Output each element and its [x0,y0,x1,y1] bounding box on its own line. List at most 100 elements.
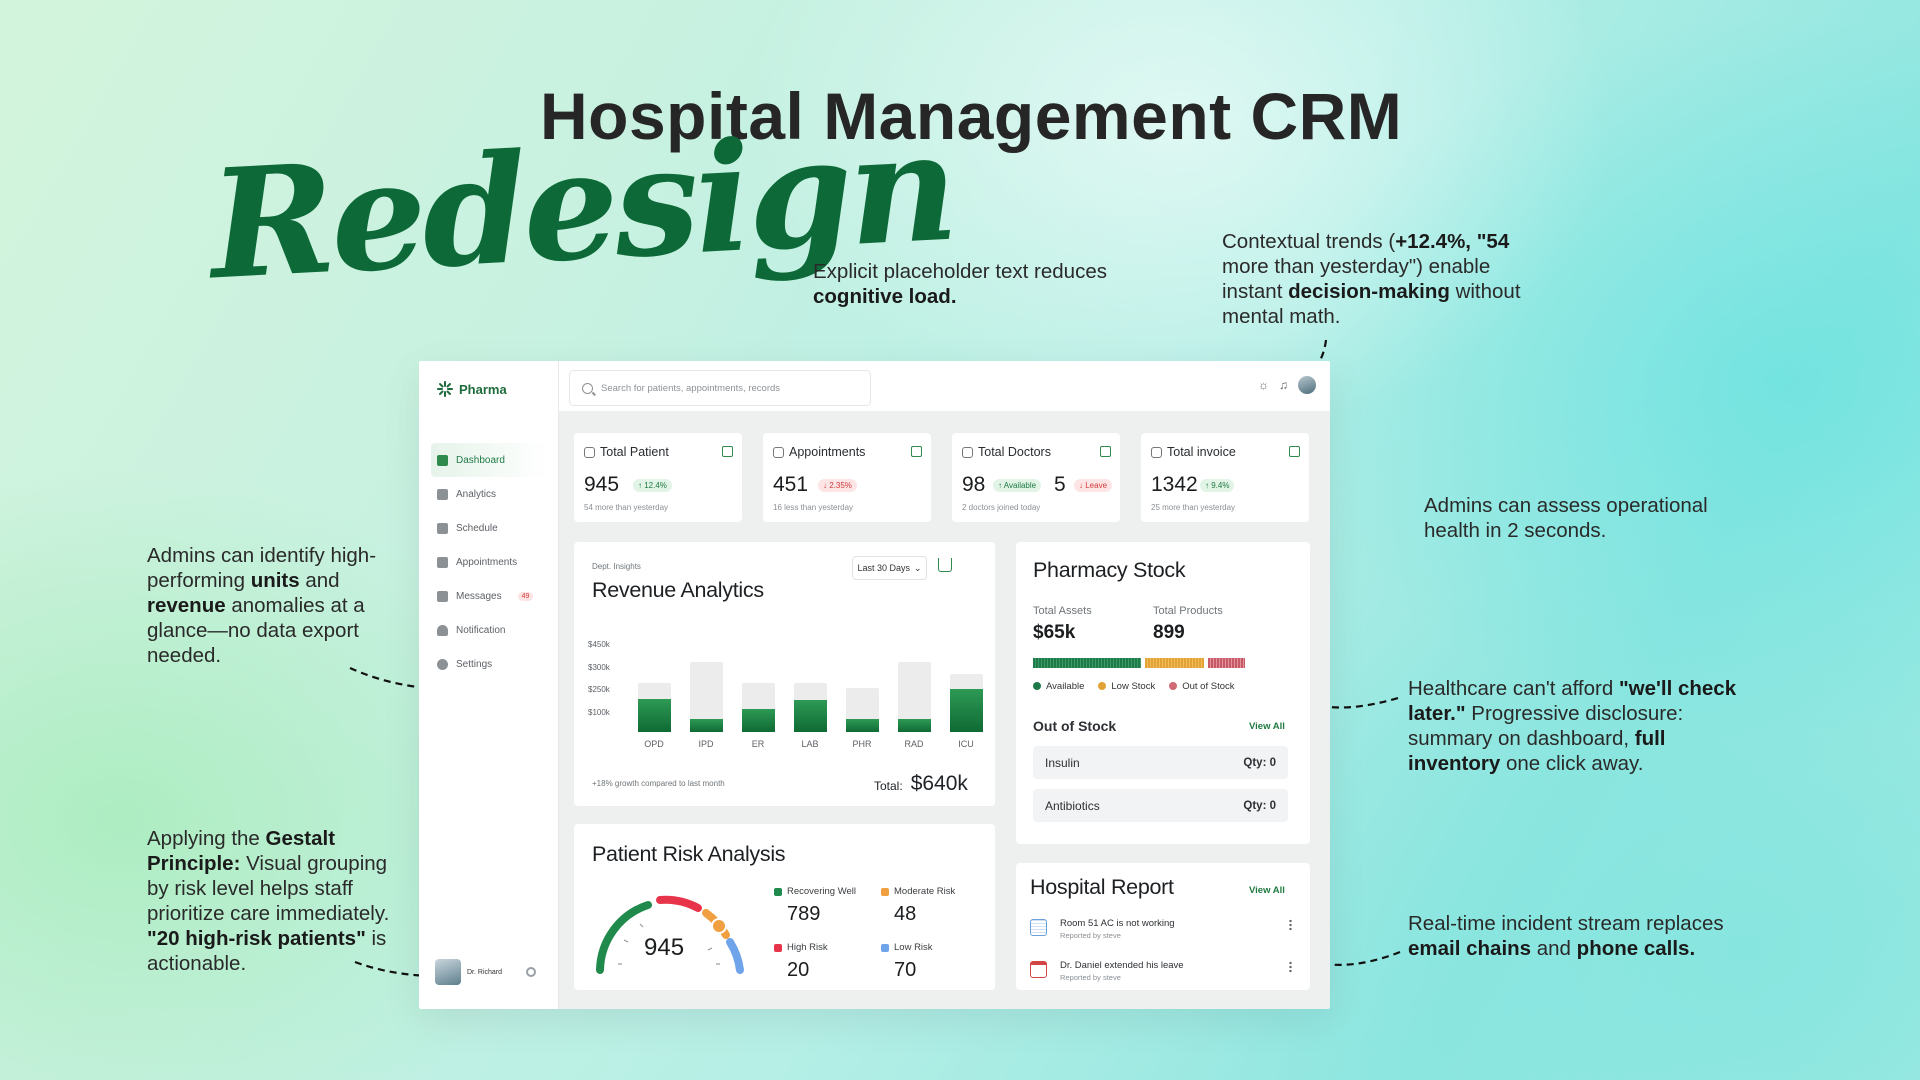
hospital-report-card: Hospital Report View All Room 51 AC is n… [1016,863,1310,990]
stat-card-appointments[interactable]: Appointments 451 ↓ 2.35% 16 less than ye… [763,433,931,522]
sidebar-item-label: Notification [456,624,506,636]
risk-group-moderate[interactable]: Moderate Risk 48 [881,886,955,926]
y-tick-label: $250k [588,685,610,694]
report-item-title: Room 51 AC is not working [1060,918,1175,929]
messages-count-badge: 49 [517,591,534,601]
report-item[interactable]: Room 51 AC is not working Reported by st… [1030,917,1292,951]
top-bar: Search for patients, appointments, recor… [559,361,1330,411]
available-badge: ↑ Available [993,479,1042,492]
calendar-icon [773,446,784,458]
stock-item-insulin[interactable]: Insulin Qty: 0 [1033,746,1288,779]
bell-icon [437,624,448,636]
air-conditioner-icon [1030,919,1047,936]
calendar-leave-icon [1030,961,1047,978]
products-value: 899 [1153,622,1185,643]
bar-value-lab[interactable] [794,699,827,732]
sidebar-item-settings[interactable]: Settings [431,647,547,681]
sunburst-logo-icon [437,381,453,397]
revenue-total: Total: $640k [874,772,968,796]
open-link-icon[interactable] [1100,446,1111,457]
annotation-gestalt: Applying the Gestalt Principle: Visual g… [147,827,390,975]
schedule-icon [437,522,448,534]
sidebar-item-messages[interactable]: Messages 49 [431,579,547,613]
report-item-title: Dr. Daniel extended his leave [1060,960,1184,971]
annotation-operational: Admins can assess operational health in … [1424,494,1708,542]
x-tick-label: OPD [644,739,664,749]
sidebar-item-notification[interactable]: Notification [431,613,547,647]
legend-swatch [774,887,782,896]
sidebar-item-appointments[interactable]: Appointments [431,545,547,579]
sidebar-item-dashboard[interactable]: Dashboard [431,443,547,477]
annotation-placeholder: Explicit placeholder text reduces cognit… [813,260,1107,308]
search-input[interactable]: Search for patients, appointments, recor… [569,370,871,406]
stat-subtext: 16 less than yesterday [773,503,854,512]
brand-name: Pharma [459,381,507,397]
legend-out-of-stock: Out of Stock [1169,681,1235,692]
user-profile[interactable]: Dr. Richard [435,959,537,985]
brand-logo[interactable]: Pharma [437,381,507,397]
report-item-reporter: Reported by steve [1060,973,1121,982]
sidebar-item-analytics[interactable]: Analytics [431,477,547,511]
more-options-icon[interactable] [1289,919,1292,931]
y-tick-label: $300k [588,663,610,672]
stat-subtext: 54 more than yesterday [584,503,669,512]
products-label: Total Products [1153,605,1223,617]
stat-title: Total Patient [600,445,669,459]
x-tick-label: RAD [904,739,924,749]
y-tick-label: $100k [588,708,610,717]
out-of-stock-title: Out of Stock [1033,718,1117,734]
stock-item-antibiotics[interactable]: Antibiotics Qty: 0 [1033,789,1288,822]
stock-legend: Available Low Stock Out of Stock [1033,681,1235,692]
risk-group-value: 20 [787,959,810,981]
top-actions: ☼ ♫ [1258,376,1316,394]
assets-label: Total Assets [1033,605,1092,617]
gear-icon [437,658,448,670]
message-icon [437,590,448,602]
stat-card-total-invoice[interactable]: Total invoice 1342 ↑ 9.4% 25 more than y… [1141,433,1309,522]
open-link-icon[interactable] [911,446,922,457]
risk-group-high[interactable]: High Risk 20 [774,942,828,982]
sidebar-item-label: Dashboard [456,454,505,466]
report-item[interactable]: Dr. Daniel extended his leave Reported b… [1030,959,1292,993]
stat-card-total-patient[interactable]: Total Patient 945 ↑ 12.4% 54 more than y… [574,433,742,522]
leave-badge: ↓ Leave [1074,479,1113,492]
theme-toggle-icon[interactable]: ☼ [1258,378,1269,392]
risk-group-low[interactable]: Low Risk 70 [881,942,933,982]
sidebar-item-label: Schedule [456,522,498,534]
open-link-icon[interactable] [1289,446,1300,457]
page-title: Hospital Management CRM [540,79,1403,153]
sidebar: Pharma Dashboard Analytics Schedule Appo… [419,361,559,1009]
risk-group-value: 789 [787,903,821,925]
risk-group-recovering[interactable]: Recovering Well 789 [774,886,856,926]
sidebar-item-schedule[interactable]: Schedule [431,511,547,545]
user-settings-icon[interactable] [526,967,537,977]
bar-value-phr[interactable] [846,718,879,732]
bar-value-icu[interactable] [950,688,983,732]
notification-bell-icon[interactable]: ♫ [1279,378,1288,392]
legend-swatch [881,943,889,952]
trend-badge: ↑ 9.4% [1200,479,1235,492]
dashboard-window: Pharma Dashboard Analytics Schedule Appo… [419,361,1330,1009]
report-view-all-link[interactable]: View All [1249,885,1285,896]
bar-value-opd[interactable] [638,698,671,732]
stat-card-total-doctors[interactable]: Total Doctors 98 ↑ Available 5 ↓ Leave 2… [952,433,1120,522]
bar-value-rad[interactable] [898,718,931,732]
risk-group-label: High Risk [787,942,828,953]
bar-value-ipd[interactable] [690,719,723,732]
stat-value: 98 [962,473,986,496]
export-icon[interactable] [938,558,952,572]
open-link-icon[interactable] [722,446,733,457]
risk-title: Patient Risk Analysis [592,842,786,866]
x-tick-label: ER [751,739,765,749]
stat-title: Total invoice [1167,445,1236,459]
analytics-icon [437,488,448,500]
risk-gauge [596,895,744,974]
more-options-icon[interactable] [1289,961,1292,973]
date-range-dropdown[interactable]: Last 30 Days ⌄ [852,556,927,580]
chevron-down-icon: ⌄ [913,562,922,573]
pharmacy-view-all-link[interactable]: View All [1249,721,1285,732]
bar-value-er[interactable] [742,708,775,732]
revenue-analytics-card: Dept. Insights Revenue Analytics Last 30… [574,542,995,806]
pharmacy-stock-card: Pharmacy Stock Total Assets $65k Total P… [1016,542,1310,844]
avatar[interactable] [1298,376,1316,394]
